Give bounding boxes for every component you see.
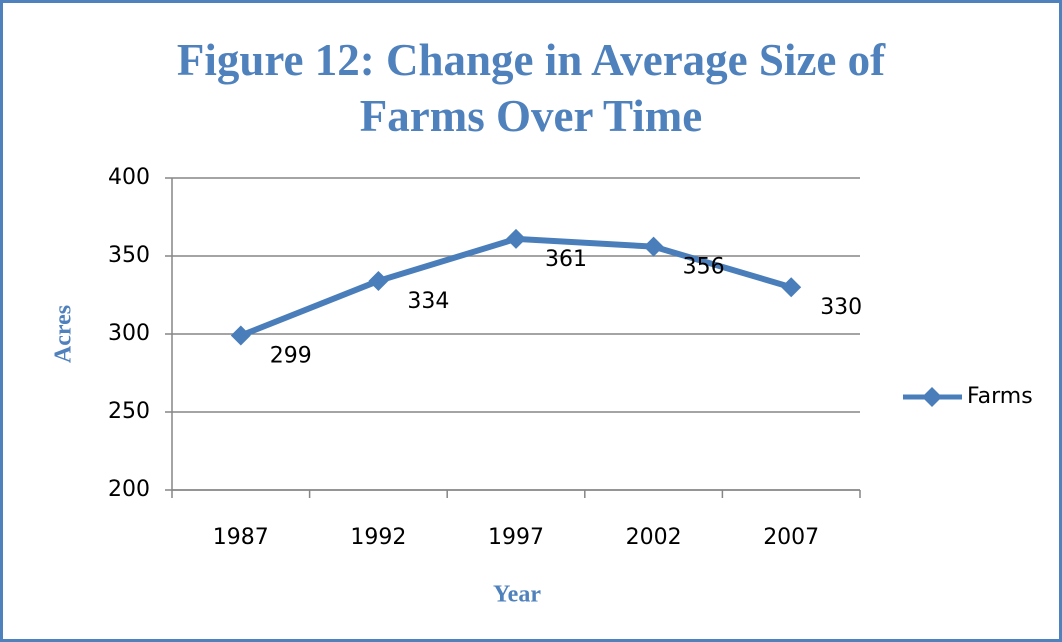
legend-marker xyxy=(922,387,942,407)
x-tick-label: 1987 xyxy=(213,525,269,550)
chart-title: Figure 12: Change in Average Size of Far… xyxy=(176,35,886,141)
data-label: 356 xyxy=(683,255,725,280)
x-tick-label: 1997 xyxy=(488,525,544,550)
legend-label: Farms xyxy=(967,384,1033,409)
y-axis-title: Acres xyxy=(51,305,77,363)
data-label: 299 xyxy=(270,344,312,369)
point-marker xyxy=(506,228,526,249)
point-marker xyxy=(368,270,389,291)
data-label: 330 xyxy=(820,295,862,320)
data-label: 334 xyxy=(407,289,449,314)
data-label: 361 xyxy=(545,247,587,272)
y-tick-label: 400 xyxy=(108,165,150,190)
y-tick-label: 300 xyxy=(108,321,150,346)
y-tick-label: 250 xyxy=(108,399,150,424)
point-marker xyxy=(643,236,664,257)
point-marker xyxy=(230,325,251,346)
y-tick-label: 350 xyxy=(108,243,150,268)
series-line xyxy=(239,235,793,339)
x-tick-label: 1992 xyxy=(350,525,406,550)
x-axis-title: Year xyxy=(493,582,541,608)
y-tick-label: 200 xyxy=(108,477,150,502)
x-tick-label: 2002 xyxy=(626,525,682,550)
x-tick-label: 2007 xyxy=(763,525,819,550)
point-marker xyxy=(781,277,802,298)
